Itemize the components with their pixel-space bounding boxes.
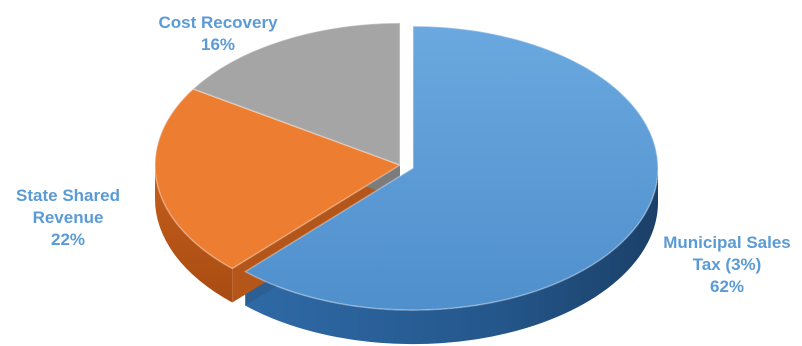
slice-cost-recovery: [191, 22, 401, 167]
slice-label-name-text: State Shared Revenue: [16, 186, 120, 227]
pie-tops: [154, 22, 659, 311]
slice-municipal-sales-tax-3: [243, 25, 659, 311]
slice-label-name: Cost Recovery: [158, 13, 278, 32]
slice-label-name-text: Municipal Sales Tax (3%): [663, 233, 791, 274]
slice-label-name: State Shared Revenue: [0, 185, 143, 229]
slice-side-state-shared-revenue: [155, 165, 233, 303]
slice-label-state-shared-revenue: State Shared Revenue 22%: [0, 185, 143, 251]
slice-label-percent: 62%: [709, 277, 745, 296]
slice-label-municipal-sales-tax: Municipal Sales Tax (3%) 62%: [647, 232, 802, 298]
slice-label-percent: 16%: [200, 35, 236, 54]
slice-state-shared-revenue: [154, 88, 402, 270]
slice-label-name: Municipal Sales Tax (3%): [647, 232, 802, 276]
slice-side-municipal-sales-tax-3: [245, 168, 659, 345]
slice-label-cost-recovery: Cost Recovery 16%: [143, 12, 293, 56]
slice-label-percent: 22%: [50, 230, 86, 249]
